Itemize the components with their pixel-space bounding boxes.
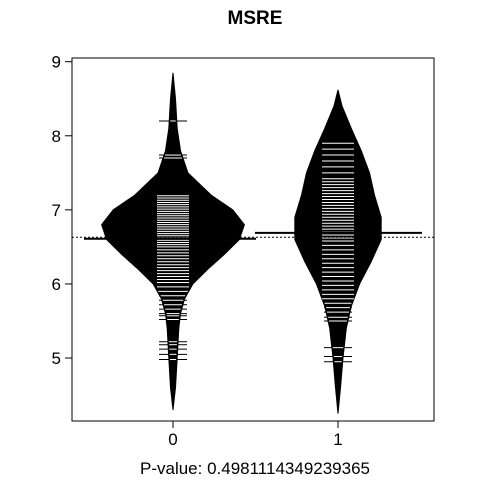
y-tick-label: 9 <box>52 53 61 72</box>
bean-density <box>294 89 382 414</box>
x-tick-label: 0 <box>168 430 177 449</box>
bean-1 <box>255 89 422 414</box>
bean-density <box>101 72 245 410</box>
y-tick-label: 8 <box>52 127 61 146</box>
y-tick-label: 5 <box>52 349 61 368</box>
y-tick-label: 6 <box>52 275 61 294</box>
y-tick-label: 7 <box>52 201 61 220</box>
y-axis: 5 6 7 8 9 <box>52 53 73 368</box>
bean-0 <box>84 72 256 410</box>
x-tick-label: 1 <box>333 430 342 449</box>
chart-title: MSRE <box>228 8 283 29</box>
x-axis-label: P-value: 0.4981114349239365 <box>140 459 370 478</box>
